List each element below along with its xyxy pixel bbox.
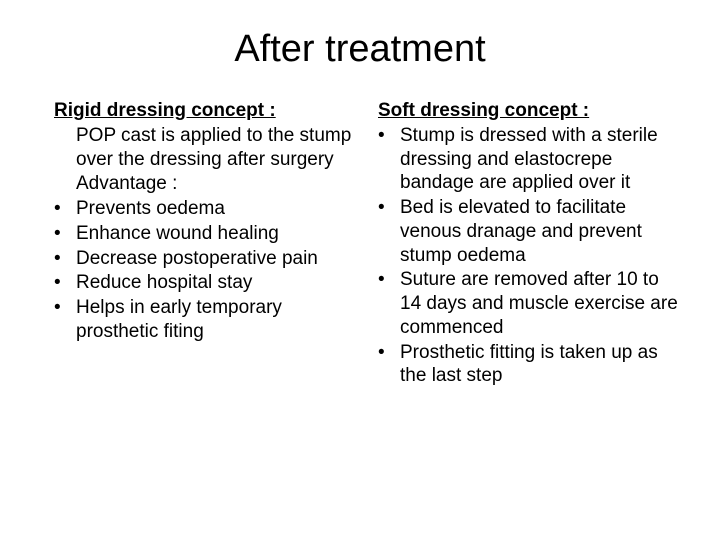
right-column: Soft dressing concept : Stump is dressed… [364, 99, 680, 389]
list-item: Decrease postoperative pain [40, 247, 356, 271]
list-item: Enhance wound healing [40, 222, 356, 246]
list-item: Prosthetic fitting is taken up as the la… [364, 341, 680, 389]
right-heading: Soft dressing concept : [378, 99, 680, 123]
list-item: Stump is dressed with a sterile dressing… [364, 124, 680, 195]
slide-title: After treatment [40, 28, 680, 71]
list-item: Helps in early temporary prosthetic fiti… [40, 296, 356, 344]
left-heading: Rigid dressing concept : [54, 99, 356, 123]
right-list: Stump is dressed with a sterile dressing… [364, 124, 680, 388]
list-item: Suture are removed after 10 to 14 days a… [364, 268, 680, 339]
list-item: Reduce hospital stay [40, 271, 356, 295]
list-item: Bed is elevated to facilitate venous dra… [364, 196, 680, 267]
columns-container: Rigid dressing concept : POP cast is app… [40, 99, 680, 389]
left-intro: POP cast is applied to the stump over th… [40, 124, 356, 172]
left-column: Rigid dressing concept : POP cast is app… [40, 99, 356, 389]
advantage-label: Advantage : [40, 172, 356, 196]
slide: After treatment Rigid dressing concept :… [0, 0, 720, 540]
left-list: POP cast is applied to the stump over th… [40, 124, 356, 344]
list-item: Prevents oedema [40, 197, 356, 221]
